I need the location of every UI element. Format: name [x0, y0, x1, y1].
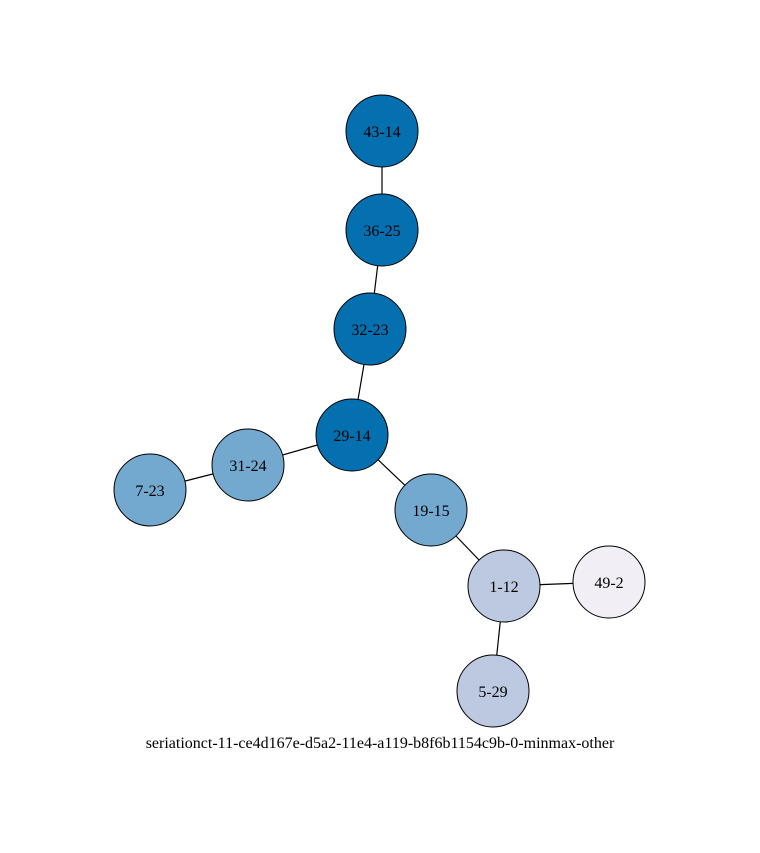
node-1-12: 1-12	[467, 549, 541, 623]
diagram-caption: seriationct-11-ce4d167e-d5a2-11e4-a119-b…	[146, 735, 615, 752]
node-circle	[394, 473, 468, 547]
node-label: 32-23	[351, 322, 388, 339]
node-circle	[572, 545, 646, 619]
node-label: 43-14	[363, 124, 400, 141]
nodes-layer: 43-14 36-25 32-23 29-14 31-24 7-23 19-15 1-12 49…	[113, 94, 646, 728]
node-label: 5-29	[478, 684, 507, 701]
node-label: 29-14	[333, 428, 370, 445]
node-circle	[211, 428, 285, 502]
node-31-24: 31-24	[211, 428, 285, 502]
node-32-23: 32-23	[333, 292, 407, 366]
node-circle	[113, 453, 187, 527]
node-49-2: 49-2	[572, 545, 646, 619]
node-label: 31-24	[229, 458, 266, 475]
node-label: 7-23	[135, 483, 164, 500]
node-19-15: 19-15	[394, 473, 468, 547]
node-circle	[333, 292, 407, 366]
node-43-14: 43-14	[345, 94, 419, 168]
node-label: 49-2	[594, 575, 623, 592]
node-circle	[456, 654, 530, 728]
node-label: 19-15	[412, 503, 449, 520]
node-circle	[315, 398, 389, 472]
node-7-23: 7-23	[113, 453, 187, 527]
node-36-25: 36-25	[345, 193, 419, 267]
node-circle	[345, 193, 419, 267]
node-circle	[467, 549, 541, 623]
node-circle	[345, 94, 419, 168]
node-label: 1-12	[489, 579, 518, 596]
node-29-14: 29-14	[315, 398, 389, 472]
node-label: 36-25	[363, 223, 400, 240]
node-5-29: 5-29	[456, 654, 530, 728]
